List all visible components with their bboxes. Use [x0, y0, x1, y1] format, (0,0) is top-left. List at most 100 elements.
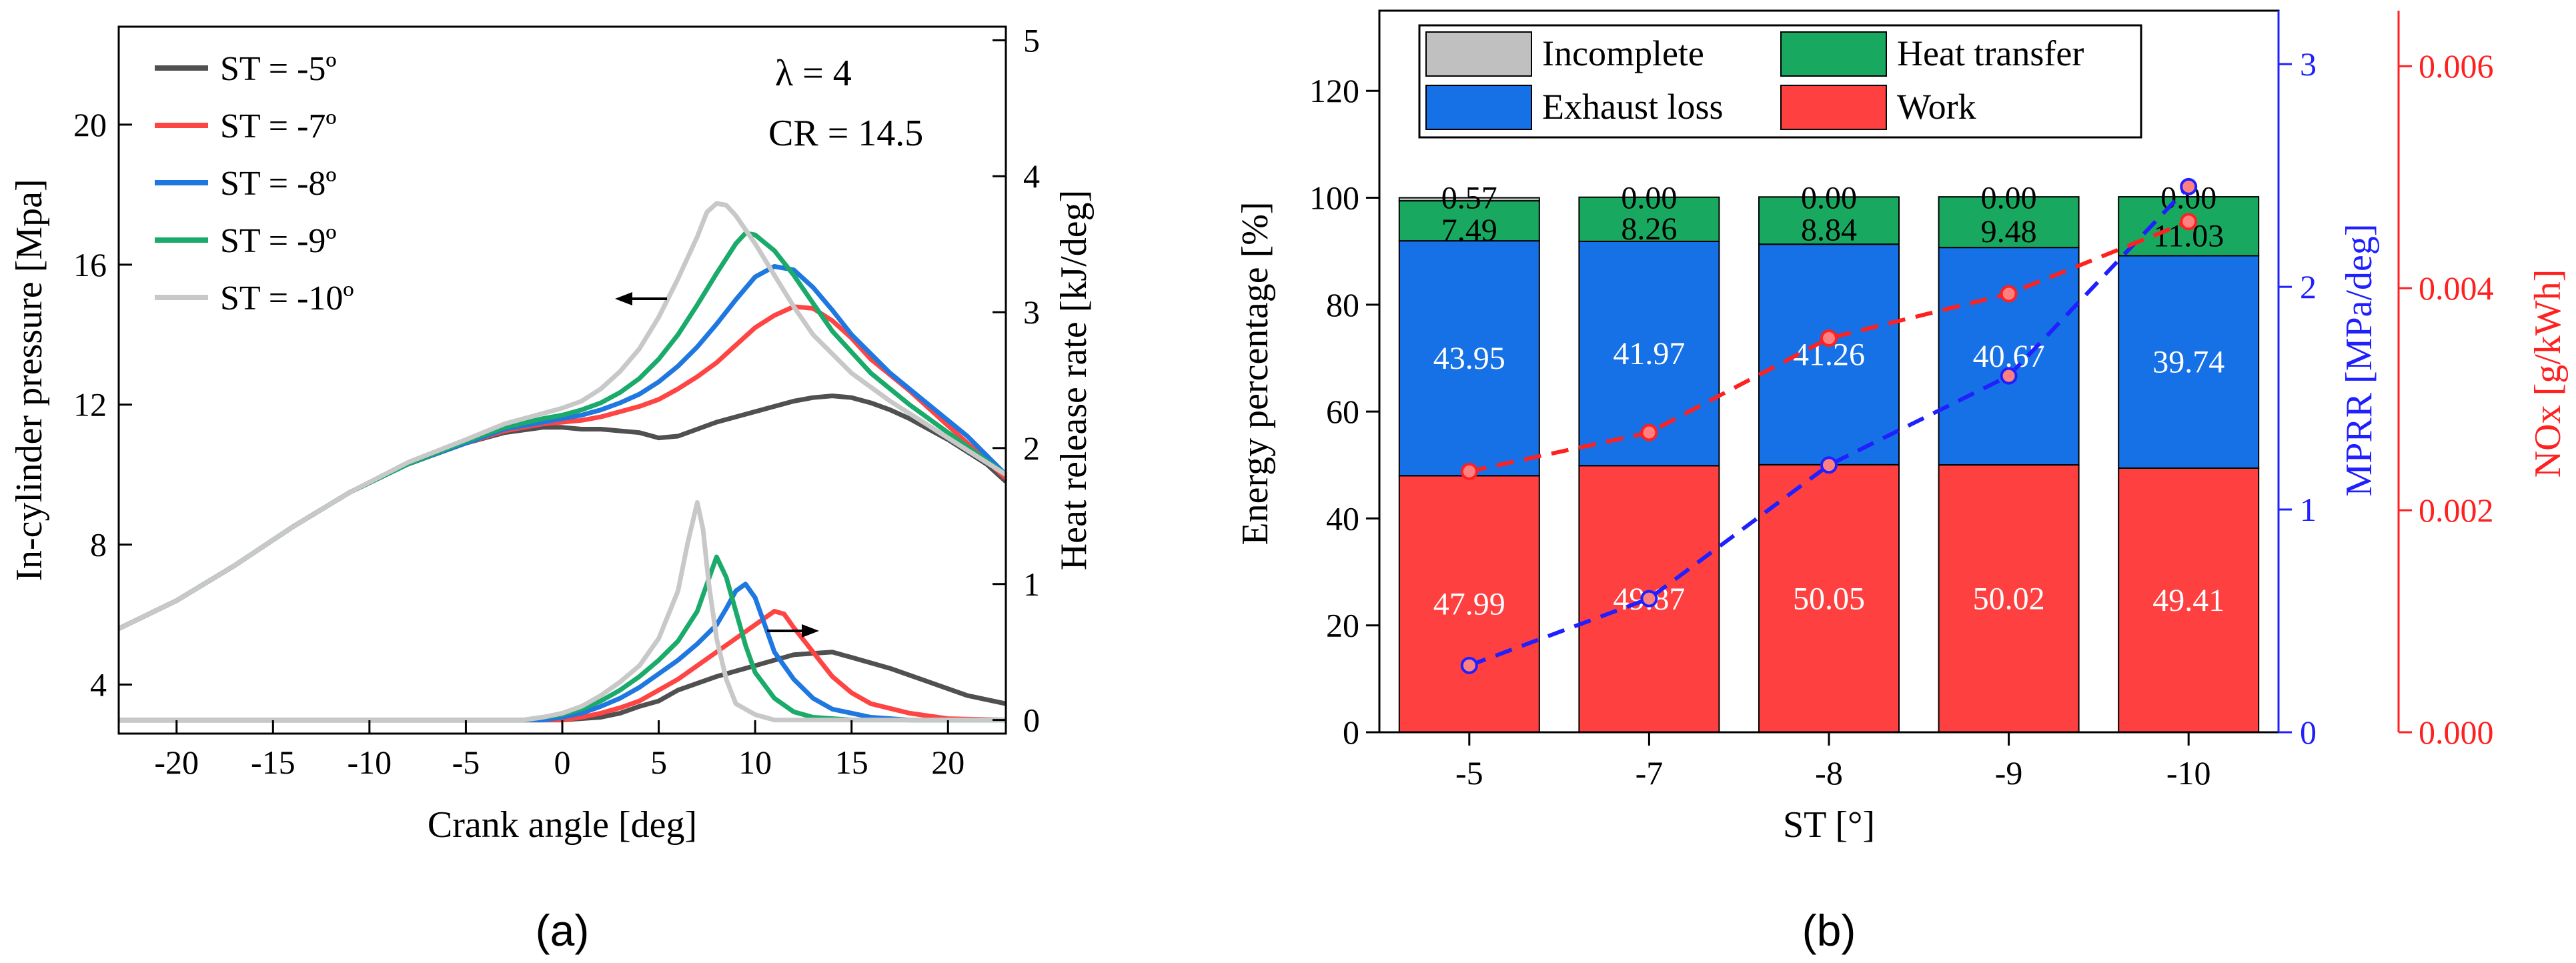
chart-b-x-ticks: -5 -7 -8 -9 -10 [1455, 732, 2211, 792]
mprr-point-2 [1820, 456, 1838, 474]
y-left-tick-label-a-3: 16 [73, 246, 107, 283]
x-tick-label-b-2: -8 [1815, 754, 1843, 792]
bar-label-heat-transfer-3: 9.48 [1981, 214, 2037, 249]
bar-heat-transfer-3 [1938, 196, 2080, 249]
bar-exhaust-loss-2 [1758, 243, 1900, 465]
chart-a-y-left-ticks: 4 8 12 16 20 [73, 106, 132, 704]
y-mprr-tick-label-0: 0 [2300, 714, 2317, 751]
y-left-tick-label-a-2: 12 [73, 386, 107, 423]
bar-exhaust-loss-4 [2118, 255, 2260, 469]
bar-label-work-0: 47.99 [1433, 587, 1505, 622]
x-tick-label-a-7: 15 [835, 744, 868, 781]
y-right-tick-label-a-3: 3 [1023, 293, 1040, 331]
chart-b-lines [1460, 177, 2198, 674]
y-left-tick-label-b-3: 60 [1326, 393, 1359, 430]
panel-label-b: (b) [1802, 906, 1856, 955]
bar-label-work-4: 49.41 [2152, 583, 2224, 618]
bar-label-exhaust-loss-1: 41.97 [1613, 336, 1685, 371]
y-right-tick-label-a-1: 1 [1023, 566, 1040, 603]
chart-a-y-right-label: Heat release rate [kJ/deg] [1053, 190, 1095, 571]
x-tick-label-a-2: -10 [348, 744, 392, 781]
bar-heat-transfer-0 [1398, 200, 1540, 242]
x-tick-label-a-6: 10 [738, 744, 772, 781]
legend-b-swatch-3 [1780, 85, 1887, 130]
chart-a-y-left-label: In-cylinder pressure [Mpa] [9, 179, 50, 581]
bar-exhaust-loss-3 [1938, 247, 2080, 466]
chart-b: 47.9943.957.490.5749.8741.978.260.0050.0… [1235, 9, 2569, 955]
bar-label-exhaust-loss-4: 39.74 [2152, 345, 2224, 380]
legend-a-label-4: ST = -10º [220, 279, 354, 317]
chart-a-curves [117, 201, 1008, 723]
hrr-line-2 [119, 582, 1006, 723]
hrr-line-4 [119, 500, 1006, 723]
chart-b-y-mprr-label: MPRR [MPa/deg] [2339, 223, 2380, 496]
y-left-tick-label-b-0: 0 [1343, 714, 1359, 751]
legend-b-label-3: Work [1897, 87, 1976, 127]
y-nox-tick-label-1: 0.002 [2419, 492, 2494, 529]
hrr-line-3 [119, 554, 1006, 723]
bar-incomplete-0 [1398, 197, 1540, 202]
x-tick-label-a-1: -15 [251, 744, 295, 781]
bar-label-heat-transfer-0: 7.49 [1441, 213, 1497, 248]
chart-b-y-mprr-ticks: 0 1 2 3 [2279, 45, 2317, 751]
bar-label-exhaust-loss-0: 43.95 [1433, 341, 1505, 376]
nox-point-0 [1460, 462, 1478, 480]
chart-a-legend: ST = -5º ST = -7º ST = -8º ST = -9º ST = -10… [155, 50, 354, 317]
y-right-tick-label-a-4: 4 [1023, 157, 1040, 195]
legend-b-label-2: Exhaust loss [1542, 87, 1724, 127]
chart-b-legend: Incomplete Heat transfer Exhaust loss Work [1418, 24, 2142, 139]
bar-label-work-3: 50.02 [1973, 582, 2045, 617]
bar-label-incomplete-1: 0.00 [1621, 181, 1677, 216]
bar-exhaust-loss-0 [1398, 240, 1540, 477]
bar-work-0 [1398, 475, 1540, 733]
y-mprr-tick-label-1: 1 [2300, 491, 2317, 528]
x-tick-label-b-4: -10 [2166, 754, 2211, 792]
nox-line [1469, 219, 2190, 473]
chart-a-x-ticks: -20 -15 -10 -5 0 5 10 15 20 [154, 720, 964, 781]
legend-a-label-1: ST = -7º [220, 107, 337, 145]
bar-work-4 [2118, 467, 2260, 733]
x-tick-label-a-5: 5 [650, 744, 667, 781]
mprr-point-3 [2000, 367, 2018, 385]
x-tick-label-b-3: -9 [1995, 754, 2023, 792]
y-left-tick-label-a-4: 20 [73, 106, 107, 143]
x-tick-label-a-8: 20 [931, 744, 964, 781]
chart-a-y-right-ticks: 0 1 2 3 4 5 [993, 21, 1040, 739]
y-nox-tick-label-3: 0.006 [2419, 47, 2494, 85]
hrr-line-0 [119, 650, 1007, 723]
legend-a-label-2: ST = -8º [220, 165, 337, 203]
pressure-line-4 [117, 201, 1007, 631]
chart-b-y-nox-label: NOx [g/kWh] [2527, 269, 2569, 478]
mprr-point-4 [2180, 177, 2198, 195]
y-left-tick-label-b-2: 40 [1326, 500, 1359, 537]
legend-b-label-0: Incomplete [1542, 33, 1704, 73]
y-nox-tick-label-2: 0.004 [2419, 269, 2494, 307]
y-right-tick-label-a-5: 5 [1023, 21, 1040, 59]
legend-a-label-3: ST = -9º [220, 222, 337, 260]
chart-b-y-left-ticks: 0 20 40 60 80 100 120 [1309, 72, 1379, 751]
bar-heat-transfer-2 [1758, 196, 1900, 245]
y-left-tick-label-b-4: 80 [1326, 286, 1359, 323]
y-left-tick-label-b-5: 100 [1309, 179, 1359, 217]
bar-label-heat-transfer-2: 8.84 [1801, 213, 1857, 248]
legend-b-swatch-0 [1425, 31, 1532, 77]
y-right-tick-label-a-0: 0 [1023, 702, 1040, 739]
y-left-tick-label-a-1: 8 [90, 526, 107, 564]
panel-label-a: (a) [536, 906, 590, 955]
mprr-point-0 [1460, 656, 1478, 674]
y-right-tick-label-a-2: 2 [1023, 429, 1040, 467]
y-left-tick-label-b-1: 20 [1326, 607, 1359, 644]
bar-work-2 [1758, 463, 1900, 733]
pressure-arrow [615, 292, 667, 305]
chart-a-x-label: Crank angle [deg] [428, 804, 697, 846]
legend-a-label-0: ST = -5º [220, 50, 337, 88]
nox-point-2 [1820, 329, 1838, 347]
bar-label-work-2: 50.05 [1793, 581, 1865, 616]
mprr-line [1468, 185, 2190, 668]
nox-point-4 [2180, 213, 2198, 231]
legend-b-label-1: Heat transfer [1897, 33, 2084, 73]
chart-a-annotation-lambda: λ = 4 [775, 53, 852, 94]
hrr-line-1 [119, 609, 1007, 723]
